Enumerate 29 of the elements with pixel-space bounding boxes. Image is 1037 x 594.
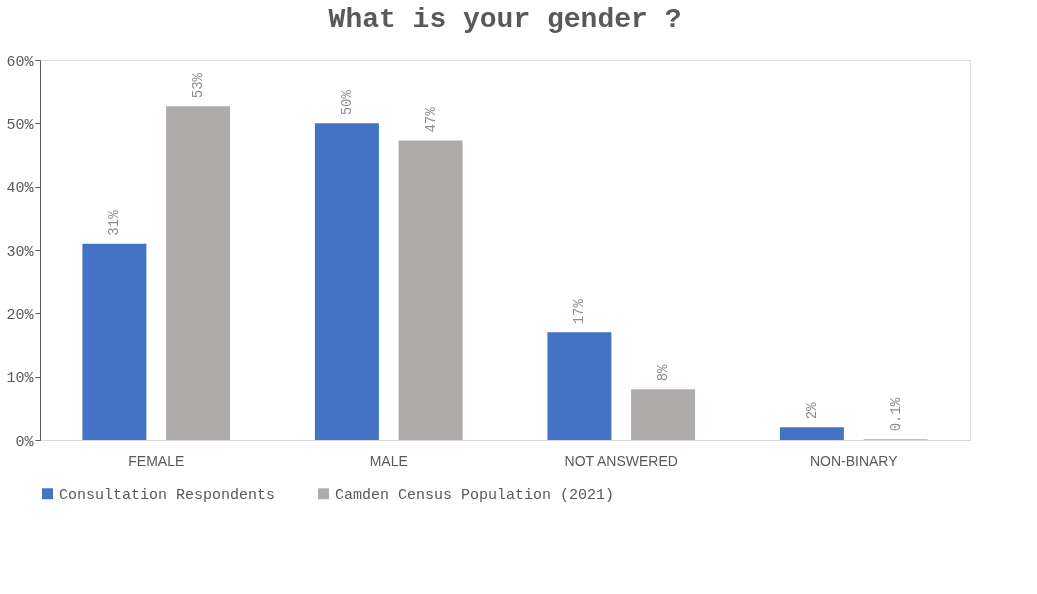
x-tick-label: MALE — [369, 452, 408, 469]
data-label: 2% — [803, 401, 820, 420]
data-label: 31% — [106, 209, 123, 236]
y-tick-label: 40% — [6, 180, 35, 198]
x-tick-label: NON-BINARY — [809, 452, 899, 469]
data-label: 53% — [190, 72, 207, 99]
chart-title: What is your gender ? — [328, 4, 682, 35]
y-tick-label: 10% — [6, 370, 35, 388]
legend-label: Camden Census Population (2021) — [335, 486, 615, 504]
y-tick-label: 0% — [15, 433, 35, 451]
y-tick-label: 30% — [6, 243, 35, 261]
bar — [82, 243, 147, 440]
bar — [631, 389, 696, 440]
bar — [166, 106, 231, 440]
data-label: 17% — [571, 298, 588, 325]
bar — [314, 123, 379, 440]
y-tick-label: 60% — [6, 53, 35, 71]
bar — [398, 140, 463, 440]
data-label: 47% — [422, 106, 439, 133]
x-tick-label: FEMALE — [128, 452, 185, 469]
legend-label: Consultation Respondents — [59, 486, 276, 504]
y-tick-label: 20% — [6, 306, 35, 324]
x-tick-label: NOT ANSWERED — [564, 452, 678, 469]
data-label: 50% — [338, 89, 355, 116]
bar — [547, 332, 612, 440]
data-label: 8% — [655, 363, 672, 382]
y-tick-label: 50% — [6, 116, 35, 134]
bar — [779, 427, 844, 440]
data-label: 0.1% — [887, 397, 904, 432]
